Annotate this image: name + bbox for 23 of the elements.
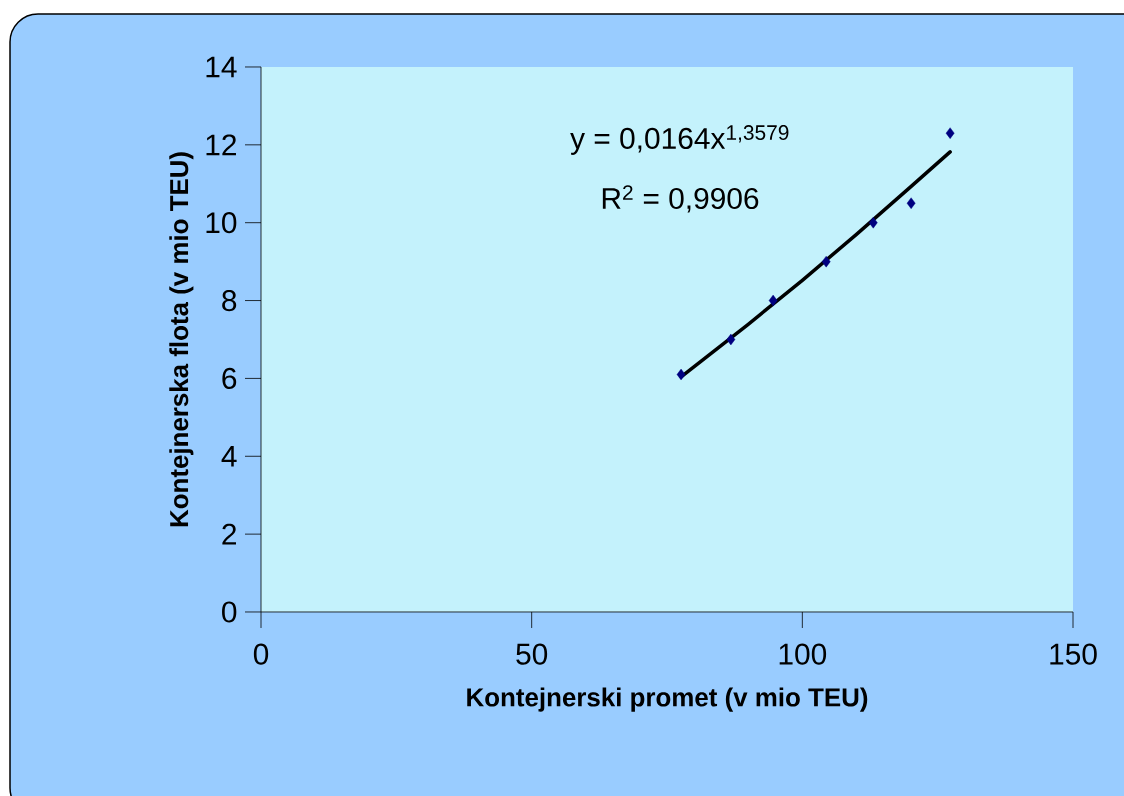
y-tick-label: 0 [222,601,237,623]
y-tick-label: 2 [222,523,236,545]
y-tick-label: 8 [222,289,237,312]
point [906,197,916,209]
x-tick-label: 150 [1050,643,1097,665]
annotation: y = 0,0164x$^{1,3579}$ [570,125,789,155]
y-tick-label: 12 [206,134,236,156]
point [945,127,955,139]
y-tick-label: 4 [221,445,237,467]
y-axis-title: Kontejnerska flota (v mio TEU) [169,152,194,527]
x-tick-label: 0 [253,643,269,665]
y-tick-label: 14 [206,56,237,78]
point [821,255,831,268]
y-tick-label: 6 [222,367,237,389]
x-tick-label: 100 [779,643,827,665]
point [676,368,686,381]
y-tick-label: 10 [206,212,237,234]
annotation: R$^{2}$ = 0,9906 [602,185,759,213]
point [868,217,878,229]
point [726,333,736,346]
x-tick-label: 50 [516,643,548,665]
x-axis-title: Kontejnerski promet (v mio TEU) [467,687,868,712]
point [768,294,778,307]
